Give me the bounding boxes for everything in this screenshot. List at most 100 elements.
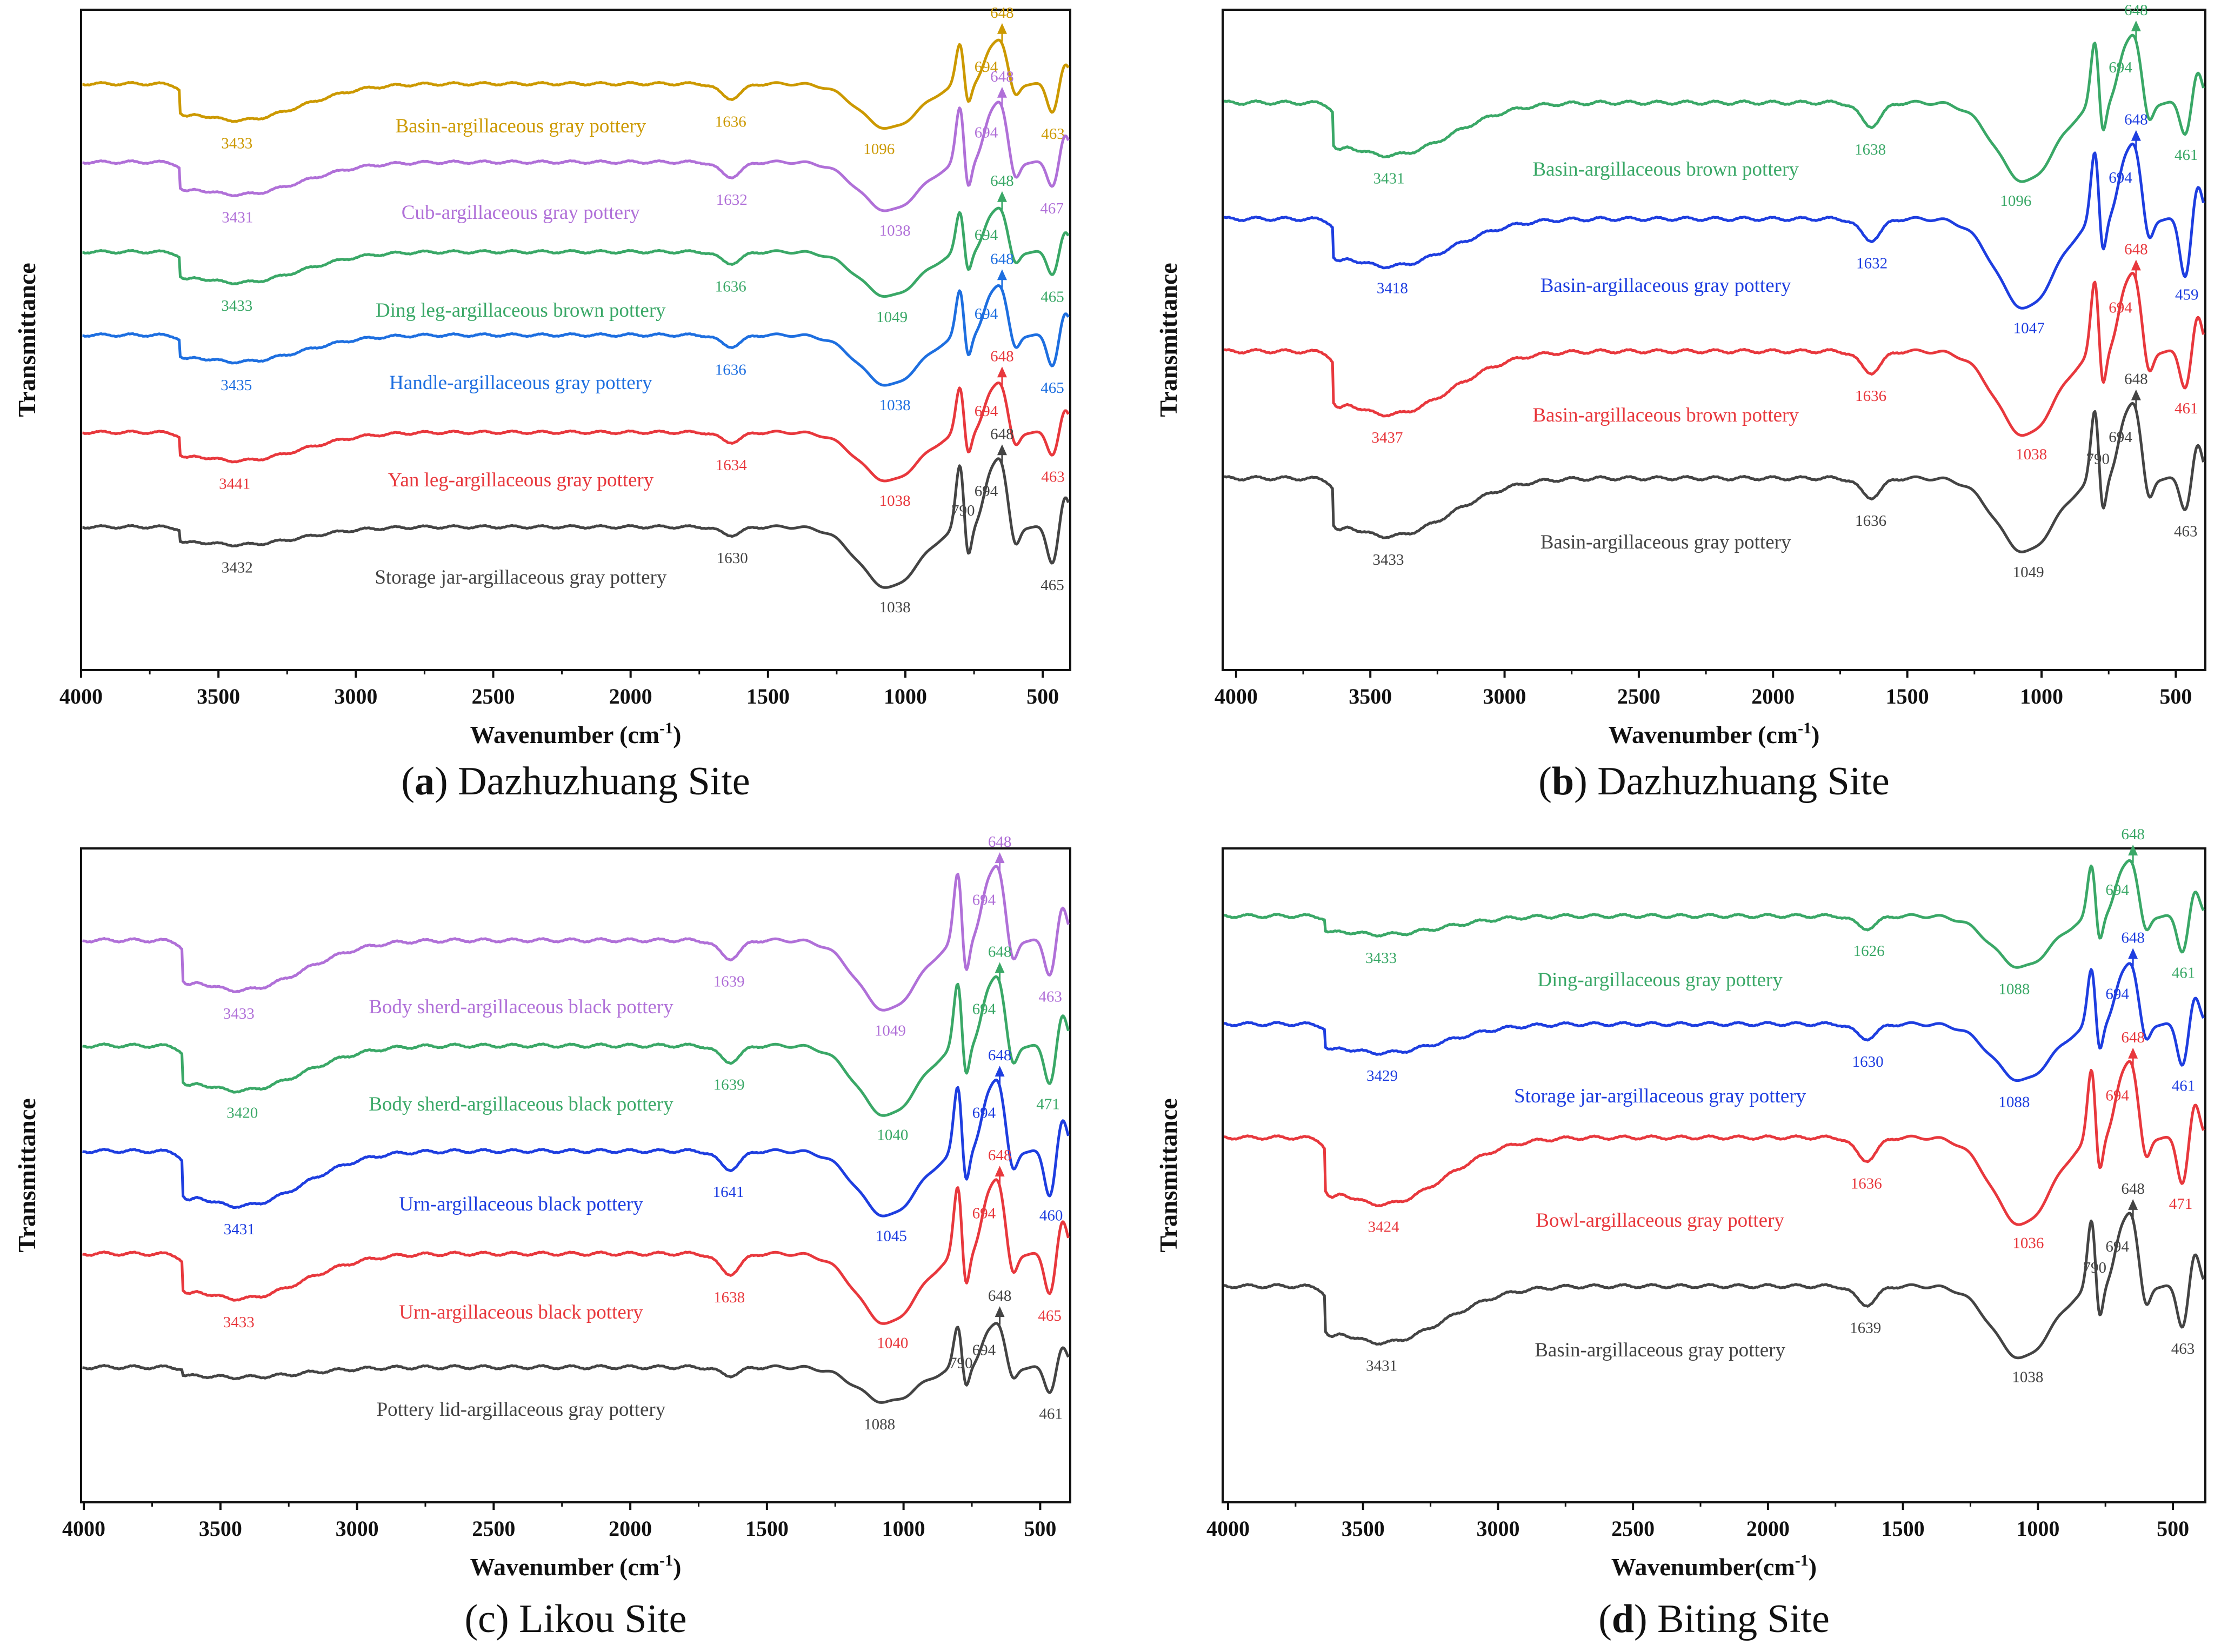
peak-label: 694 <box>975 483 998 500</box>
series-label: Basin-argillaceous gray pottery <box>1535 1339 1785 1361</box>
peak-label: 790 <box>2083 1259 2106 1276</box>
peak-arrow-head <box>997 191 1007 202</box>
peak-label: 1088 <box>864 1416 895 1433</box>
series-line <box>1224 1212 2205 1360</box>
peak-label: 465 <box>1041 288 1064 305</box>
series-label: Ding-argillaceous gray pottery <box>1537 969 1783 991</box>
peak-label: 694 <box>2105 1238 2129 1255</box>
x-tick-label: 3500 <box>199 1516 242 1541</box>
peak-label: 1636 <box>715 278 746 295</box>
x-tick-label: 500 <box>2159 684 2192 708</box>
peak-arrow-head <box>997 86 1007 98</box>
peak-label: 463 <box>1041 125 1065 143</box>
peak-label: 648 <box>2124 2 2148 19</box>
peak-label: 1639 <box>713 973 745 990</box>
peak-label: 648 <box>2124 371 2148 388</box>
x-tick-label: 500 <box>2157 1516 2189 1541</box>
peak-label: 465 <box>1041 577 1064 594</box>
peak-label: 1636 <box>715 113 746 130</box>
peak-label: 467 <box>1040 200 1064 217</box>
peak-label: 1040 <box>877 1334 908 1352</box>
peak-label: 3431 <box>224 1221 255 1238</box>
series-label: Basin-argillaceous brown pottery <box>1532 404 1799 426</box>
peak-arrow-head <box>997 23 1007 34</box>
peak-label: 790 <box>951 502 975 519</box>
plot-frame <box>1222 9 2206 671</box>
peak-label: 648 <box>988 1287 1012 1305</box>
peak-label: 3437 <box>1371 429 1403 446</box>
x-tick-label: 1000 <box>2020 684 2063 708</box>
peak-label: 3433 <box>1372 551 1404 568</box>
peak-label: 694 <box>975 305 998 323</box>
peak-label: 648 <box>988 1047 1012 1064</box>
series-line <box>82 206 1070 298</box>
plot-frame <box>1222 847 2206 1503</box>
y-axis-title: Transmittance <box>13 1098 41 1252</box>
peak-label: 1045 <box>876 1227 907 1245</box>
series-line <box>82 284 1070 387</box>
peak-label: 461 <box>2172 1078 2196 1095</box>
series-label: Basin-argillaceous gray pottery <box>395 115 646 137</box>
peak-label: 461 <box>2172 965 2196 982</box>
y-axis-title: Transmittance <box>13 263 41 417</box>
series-label: Body sherd-argillaceous black pottery <box>369 996 673 1018</box>
series-line <box>1223 142 2205 310</box>
x-tick-label: 2500 <box>472 1516 515 1541</box>
peak-label: 648 <box>990 68 1014 85</box>
series-label: Urn-argillaceous black pottery <box>399 1193 643 1215</box>
peak-label: 3424 <box>1368 1219 1400 1236</box>
peak-label: 648 <box>2121 826 2145 843</box>
series-label: Ding leg-argillaceous brown pottery <box>376 299 666 322</box>
series-label: Bowl-argillaceous gray pottery <box>1536 1209 1784 1232</box>
peak-label: 1636 <box>1855 387 1886 405</box>
peak-label: 1636 <box>715 361 746 378</box>
peak-label: 648 <box>2121 1029 2145 1046</box>
peak-label: 648 <box>2121 1180 2145 1198</box>
peak-label: 461 <box>2175 400 2198 417</box>
peak-label: 3432 <box>222 559 253 576</box>
peak-label: 648 <box>990 172 1014 190</box>
series-label: Body sherd-argillaceous black pottery <box>369 1093 673 1115</box>
peak-label: 463 <box>2174 523 2198 540</box>
peak-arrow-head <box>995 962 1005 973</box>
panel-caption: (d) Biting Site <box>1598 1597 1830 1641</box>
peak-label: 1639 <box>1850 1319 1881 1336</box>
peak-arrow-head <box>997 269 1007 280</box>
series-line <box>1224 1060 2205 1226</box>
x-tick-label: 1000 <box>884 684 927 708</box>
x-tick-label: 1500 <box>745 1516 789 1541</box>
peak-label: 790 <box>2086 450 2110 467</box>
peak-label: 463 <box>1038 988 1062 1006</box>
panel-b: 4000 3500 3000 2500 2000 1500 1000 500 Wavenumbe… <box>1155 2 2206 804</box>
peak-arrow-head <box>997 444 1007 456</box>
x-axis-title: Wavenumber (cm-1) <box>470 719 682 748</box>
peak-label: 694 <box>972 891 996 908</box>
peak-label: 648 <box>2124 240 2148 258</box>
peak-label: 1626 <box>1853 942 1885 960</box>
y-axis-title: Transmittance <box>1155 263 1182 417</box>
peak-label: 1639 <box>713 1076 745 1094</box>
peak-arrow-head <box>2131 130 2141 141</box>
peak-label: 1638 <box>713 1289 745 1306</box>
plot-frame <box>80 847 1071 1503</box>
peak-label: 1038 <box>879 397 911 414</box>
peak-label: 694 <box>975 226 998 244</box>
peak-label: 1038 <box>879 492 911 510</box>
x-axis-title: Wavenumber (cm-1) <box>1609 719 1820 748</box>
peak-label: 3433 <box>1365 949 1397 967</box>
peak-label: 1036 <box>2012 1235 2044 1252</box>
series-line <box>82 1178 1070 1325</box>
peak-label: 694 <box>2109 169 2132 186</box>
x-tick-label: 3500 <box>1342 1516 1385 1541</box>
series-label: Pottery lid-argillaceous gray pottery <box>377 1399 666 1421</box>
series-label: Basin-argillaceous brown pottery <box>1532 158 1799 180</box>
series-line <box>1224 962 2205 1082</box>
x-tick-label: 3000 <box>336 1516 379 1541</box>
series-line <box>82 975 1070 1117</box>
series-label: Storage jar-argillaceous gray pottery <box>1514 1085 1806 1107</box>
peak-label: 461 <box>1039 1405 1063 1422</box>
plot-frame <box>80 9 1071 671</box>
peak-label: 461 <box>2175 146 2198 164</box>
peak-label: 694 <box>2109 59 2132 76</box>
peak-arrow-head <box>2131 20 2141 31</box>
